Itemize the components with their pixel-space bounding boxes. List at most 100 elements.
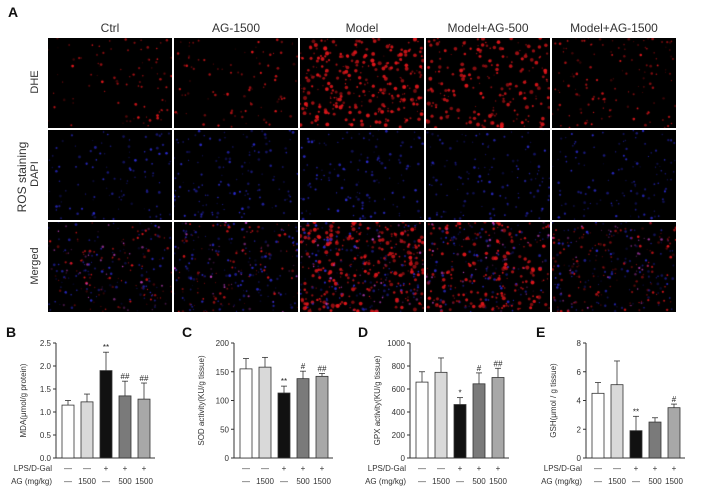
lps-condition: —: [437, 464, 445, 473]
lps-row-label: LPS/D-Gal: [544, 464, 582, 473]
micrograph-dhe-0: [48, 38, 172, 128]
y-tick-label: 2.0: [40, 362, 52, 371]
bar: [667, 407, 681, 459]
significance-label: **: [281, 377, 287, 386]
ag-condition: 1500: [135, 477, 153, 486]
lps-condition: —: [613, 464, 621, 473]
ag-condition: 500: [296, 477, 310, 486]
lps-row-label: LPS/D-Gal: [14, 464, 52, 473]
ag-row-label: AG (mg/kg): [541, 477, 582, 486]
micrograph-dapi-4: [552, 130, 676, 220]
bar: [258, 366, 272, 459]
significance-label: ##: [121, 372, 130, 381]
micrograph-dhe-1: [174, 38, 298, 128]
ag-condition: 1500: [313, 477, 331, 486]
y-tick-label: 0: [401, 454, 406, 463]
y-tick-label: 600: [392, 385, 406, 394]
ag-condition: —: [456, 477, 464, 486]
significance-label: ##: [494, 359, 503, 368]
column-header-ag-1500: AG-1500: [211, 21, 261, 35]
y-tick-label: 0.5: [40, 431, 52, 440]
panel-a-letter: A: [8, 4, 19, 20]
lps-row-label: LPS/D-Gal: [368, 464, 406, 473]
micrograph-dapi-3: [426, 130, 550, 220]
lps-condition: +: [282, 464, 287, 473]
micrograph-merged-0: [48, 222, 172, 312]
bar: [61, 404, 75, 459]
y-tick-label: 400: [392, 408, 406, 417]
y-tick-label: 1.0: [40, 408, 52, 417]
bar: [315, 375, 329, 459]
ag-condition: 1500: [256, 477, 274, 486]
bar: [239, 368, 253, 459]
bar: [80, 401, 94, 459]
micrograph-merged-2: [300, 222, 424, 312]
y-tick-label: 800: [392, 362, 406, 371]
y-tick-label: 0: [225, 454, 230, 463]
bar: [453, 404, 467, 459]
bar: [610, 384, 624, 459]
lps-condition: —: [242, 464, 250, 473]
panel-b-letter: B: [6, 324, 17, 340]
lps-condition: +: [634, 464, 639, 473]
y-tick-label: 8: [577, 339, 582, 348]
y-tick-label: 100: [216, 397, 230, 406]
significance-label: **: [633, 407, 639, 416]
ag-condition: 500: [472, 477, 486, 486]
bar: [434, 371, 448, 459]
y-tick-label: 1000: [387, 339, 405, 348]
y-tick-label: 0.0: [40, 454, 52, 463]
lps-condition: —: [261, 464, 269, 473]
y-axis-label: MDA(μmol/g protein): [19, 363, 28, 437]
lps-condition: —: [83, 464, 91, 473]
y-tick-label: 200: [216, 339, 230, 348]
lps-condition: +: [104, 464, 109, 473]
column-header-model-ag-500: Model+AG-500: [447, 21, 529, 35]
lps-condition: +: [320, 464, 325, 473]
row-label-merged: Merged: [29, 247, 41, 285]
bar: [472, 383, 486, 459]
micrograph-merged-4: [552, 222, 676, 312]
ag-condition: —: [594, 477, 602, 486]
micrograph-dhe-2: [300, 38, 424, 128]
micrograph-dapi-1: [174, 130, 298, 220]
y-axis-label: GSH(μmol / g tissue): [549, 363, 558, 438]
lps-condition: +: [672, 464, 677, 473]
significance-label: ##: [140, 374, 149, 383]
ag-condition: 1500: [432, 477, 450, 486]
micrograph-dapi-0: [48, 130, 172, 220]
y-tick-label: 0: [577, 454, 582, 463]
column-header-model: Model: [345, 21, 379, 35]
bar: [629, 430, 643, 459]
y-tick-label: 4: [577, 397, 582, 406]
y-tick-label: 50: [220, 425, 229, 434]
y-tick-label: 150: [216, 368, 230, 377]
ag-condition: 500: [118, 477, 132, 486]
bar: [415, 381, 429, 459]
bar: [137, 398, 151, 459]
ag-condition: —: [418, 477, 426, 486]
ag-condition: 1500: [608, 477, 626, 486]
significance-label: #: [672, 395, 677, 404]
ag-row-label: AG (mg/kg): [11, 477, 52, 486]
ag-condition: —: [64, 477, 72, 486]
bar: [591, 392, 605, 459]
ag-condition: 500: [648, 477, 662, 486]
micrograph-merged-3: [426, 222, 550, 312]
significance-label: #: [301, 362, 306, 371]
bar: [648, 421, 662, 459]
lps-condition: +: [477, 464, 482, 473]
y-axis-label: SOD activity(KU/g tissue): [197, 355, 206, 446]
ros-staining-label: ROS staining: [15, 141, 29, 213]
chart-gpx: GPX activity(KU/g tissue) 0 200 400 600 800 10…: [365, 339, 509, 486]
ag-condition: —: [280, 477, 288, 486]
bar: [491, 377, 505, 459]
y-tick-label: 6: [577, 368, 582, 377]
y-tick-label: 2.5: [40, 339, 52, 348]
panel-e-letter: E: [536, 324, 546, 340]
lps-condition: +: [301, 464, 306, 473]
micrograph-dhe-4: [552, 38, 676, 128]
lps-condition: —: [64, 464, 72, 473]
row-label-dapi: DAPI: [29, 161, 41, 187]
panel-d-letter: D: [358, 324, 369, 340]
